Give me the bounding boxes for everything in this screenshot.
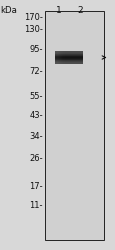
- Text: 55-: 55-: [29, 92, 43, 101]
- Bar: [55, 62, 82, 63]
- Bar: [44, 10, 103, 240]
- Bar: [55, 63, 82, 64]
- Bar: [55, 52, 56, 64]
- Bar: [77, 52, 78, 64]
- Bar: [55, 58, 82, 59]
- Bar: [78, 52, 79, 64]
- Text: 34-: 34-: [29, 132, 43, 141]
- Bar: [55, 52, 82, 53]
- Bar: [55, 57, 82, 58]
- Bar: [64, 52, 66, 64]
- Text: 130-: 130-: [24, 26, 43, 35]
- Text: 17-: 17-: [29, 182, 43, 191]
- Bar: [55, 59, 82, 60]
- Bar: [68, 52, 70, 64]
- Bar: [59, 52, 60, 64]
- Bar: [63, 52, 64, 64]
- Bar: [75, 52, 77, 64]
- Bar: [55, 54, 82, 55]
- Bar: [55, 55, 82, 56]
- Bar: [81, 52, 82, 64]
- Bar: [71, 52, 73, 64]
- Bar: [66, 52, 67, 64]
- Bar: [74, 52, 75, 64]
- Bar: [55, 60, 82, 61]
- Text: 95-: 95-: [29, 46, 43, 54]
- Bar: [79, 52, 81, 64]
- Text: 26-: 26-: [29, 154, 43, 163]
- Bar: [67, 52, 68, 64]
- Text: 2: 2: [77, 6, 83, 15]
- Bar: [56, 52, 57, 64]
- Text: kDa: kDa: [1, 6, 17, 15]
- Bar: [55, 61, 82, 62]
- Bar: [73, 52, 74, 64]
- Text: 170-: 170-: [24, 13, 43, 22]
- Bar: [55, 56, 82, 57]
- Text: 1: 1: [56, 6, 62, 15]
- Bar: [55, 53, 82, 54]
- Bar: [70, 52, 71, 64]
- Text: 72-: 72-: [29, 67, 43, 76]
- Bar: [60, 52, 62, 64]
- Bar: [62, 52, 63, 64]
- Text: 43-: 43-: [29, 110, 43, 120]
- Text: 11-: 11-: [29, 201, 43, 210]
- Bar: [57, 52, 59, 64]
